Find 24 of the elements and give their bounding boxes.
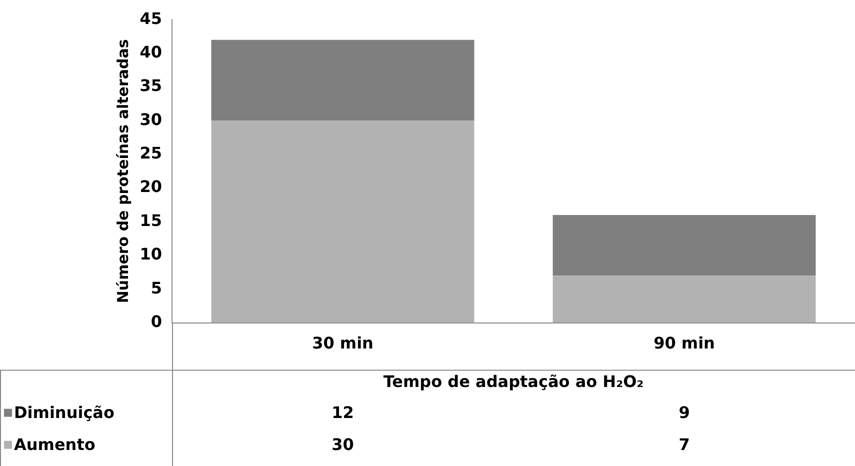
bar [552,214,816,276]
x-axis-title: Tempo de adaptação ao H₂O₂ [383,372,644,391]
y-tick-label: 20 [140,177,162,196]
bar [552,276,816,323]
legend-label: Aumento [14,434,96,454]
y-tick-label: 40 [140,42,162,62]
y-tick-label: 5 [150,278,162,298]
y-tick-label: 45 [140,8,162,28]
y-tick-label: 0 [150,312,162,331]
y-tick-label: 10 [140,244,162,264]
y-tick-label: 35 [140,76,162,96]
data-label: 12 [332,402,354,422]
bar [211,120,474,323]
data-label: 9 [678,402,690,422]
y-axis-title: Número de proteínas alteradas [114,39,132,304]
x-tick-label: 90 min [654,334,715,353]
data-label: 7 [678,434,690,454]
y-tick-label: 15 [140,210,162,230]
x-tick-label: 30 min [312,334,374,353]
legend-label: Diminuição [14,402,114,422]
y-tick-label: 25 [140,144,162,163]
bar [211,40,474,121]
y-tick-label: 30 [140,110,162,129]
data-label: 30 [332,434,354,454]
